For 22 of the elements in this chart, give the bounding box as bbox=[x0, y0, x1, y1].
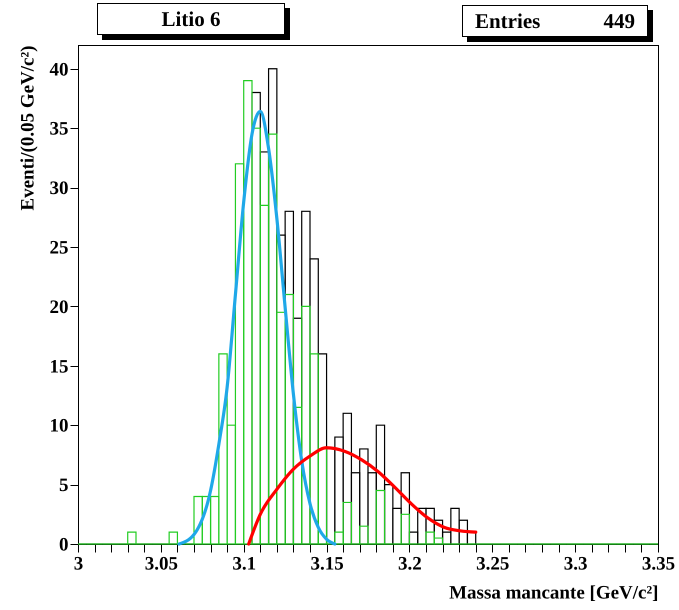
text: Entries bbox=[475, 8, 540, 34]
x-tick-label: 3.2 bbox=[398, 554, 422, 574]
y-tick-label: 5 bbox=[59, 475, 68, 496]
x-tick-label: 3.35 bbox=[642, 554, 676, 574]
y-axis-title: Eventi/(0.05 GeV/c²) bbox=[18, 46, 38, 211]
x-tick-label: 3.3 bbox=[564, 554, 588, 574]
y-tick-label: 0 bbox=[59, 534, 68, 556]
y-tick-label: 40 bbox=[50, 59, 68, 80]
x-axis-title: Massa mancante [GeV/c²] bbox=[449, 582, 658, 604]
y-tick-label: 25 bbox=[50, 237, 68, 258]
y-tick-label: 35 bbox=[50, 118, 68, 140]
y-tick-label: 15 bbox=[50, 356, 68, 378]
x-tick-label: 3.1 bbox=[232, 554, 256, 574]
x-tick-label: 3.25 bbox=[476, 554, 510, 574]
x-tick-label: 3.15 bbox=[310, 554, 344, 574]
y-tick-label: 30 bbox=[50, 178, 68, 200]
chart-title: Litio 6 bbox=[97, 3, 285, 35]
x-tick-label: 3 bbox=[74, 554, 84, 574]
x-tick-label: 3.05 bbox=[144, 554, 178, 574]
y-tick-label: 10 bbox=[50, 416, 68, 437]
y-tick-label: 20 bbox=[50, 296, 68, 318]
text: 449 bbox=[604, 8, 635, 34]
